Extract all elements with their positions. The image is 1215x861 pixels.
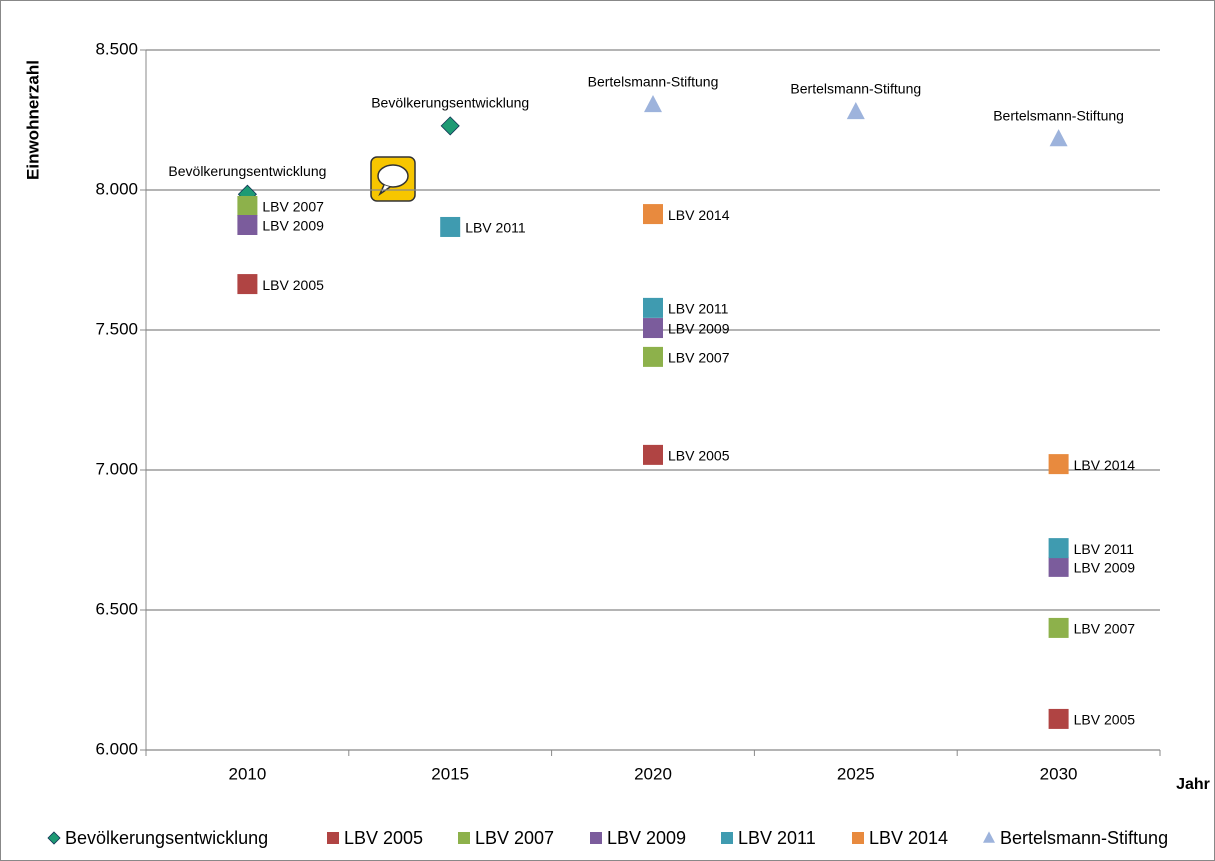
marker	[643, 318, 663, 339]
y-tick-label: 7.500	[95, 319, 138, 338]
legend-label: Bertelsmann-Stiftung	[1000, 828, 1168, 848]
data-label: Bevölkerungsentwicklung	[371, 95, 529, 111]
marker	[643, 297, 663, 318]
data-label: LBV 2005	[1074, 712, 1136, 728]
marker	[643, 444, 663, 465]
data-label: LBV 2014	[668, 207, 730, 223]
marker	[1048, 708, 1069, 729]
y-tick-label: 8.500	[95, 39, 138, 58]
data-label: Bertelsmann-Stiftung	[993, 108, 1124, 124]
marker	[643, 346, 663, 367]
marker	[721, 832, 733, 844]
marker	[846, 101, 865, 120]
data-label: LBV 2011	[465, 220, 526, 236]
x-tick-label: 2030	[1040, 764, 1078, 783]
x-axis-title: Jahr	[1176, 776, 1210, 793]
data-label: Bertelsmann-Stiftung	[588, 74, 719, 90]
x-tick-label: 2015	[431, 764, 469, 783]
data-label: LBV 2007	[1074, 621, 1136, 637]
y-tick-label: 6.000	[95, 739, 138, 758]
marker	[440, 216, 461, 237]
marker	[1048, 538, 1069, 559]
x-tick-label: 2025	[837, 764, 875, 783]
data-label: Bertelsmann-Stiftung	[790, 81, 921, 97]
marker	[644, 94, 662, 113]
data-label: LBV 2009	[1074, 560, 1136, 576]
marker	[237, 195, 258, 216]
data-label: LBV 2011	[1074, 541, 1135, 557]
marker	[440, 116, 460, 136]
data-label: LBV 2007	[668, 350, 730, 366]
marker	[1048, 556, 1069, 577]
marker	[237, 274, 258, 295]
data-label: LBV 2005	[262, 277, 324, 293]
marker	[1049, 129, 1068, 147]
marker	[327, 832, 339, 844]
legend-label: LBV 2005	[344, 828, 423, 848]
x-tick-label: 2020	[634, 764, 672, 783]
legend-label: Bevölkerungsentwicklung	[65, 828, 268, 848]
legend-label: LBV 2011	[738, 828, 816, 848]
marker	[237, 215, 258, 235]
data-label: LBV 2014	[1074, 457, 1136, 473]
legend-label: LBV 2009	[607, 828, 686, 848]
marker	[458, 832, 470, 844]
data-label: LBV 2005	[668, 448, 730, 464]
data-label: Bevölkerungsentwicklung	[168, 163, 326, 179]
marker	[47, 831, 61, 845]
y-tick-label: 6.500	[95, 599, 138, 618]
data-label: LBV 2011	[668, 301, 729, 317]
marker	[1048, 617, 1069, 638]
comment-icon	[370, 156, 416, 202]
y-axis-title: Einwohnerzahl	[23, 60, 42, 180]
data-label: LBV 2009	[262, 218, 324, 234]
data-label: LBV 2009	[668, 321, 730, 337]
x-tick-label: 2010	[228, 764, 266, 783]
y-tick-label: 8.000	[95, 179, 138, 198]
marker	[852, 832, 864, 844]
marker	[1048, 454, 1069, 475]
y-tick-label: 7.000	[95, 459, 138, 478]
marker	[643, 204, 663, 225]
data-label: LBV 2007	[262, 199, 324, 215]
marker	[590, 832, 602, 844]
legend-label: LBV 2014	[869, 828, 948, 848]
marker	[983, 831, 995, 843]
legend-label: LBV 2007	[475, 828, 554, 848]
